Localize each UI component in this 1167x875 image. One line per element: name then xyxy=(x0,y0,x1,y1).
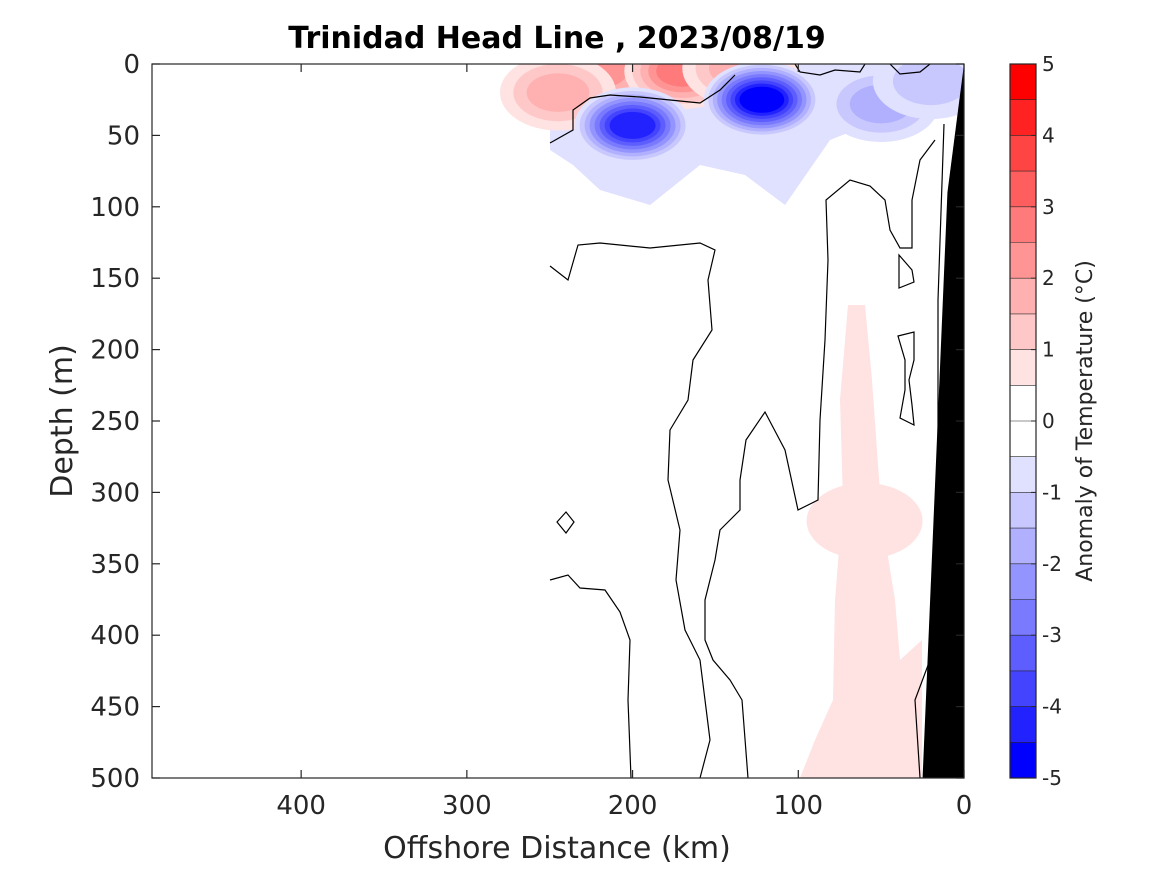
y-tick-label: 250 xyxy=(90,407,140,437)
colorbar-tick-label: 1 xyxy=(1042,338,1055,362)
colorbar-tick-label: -2 xyxy=(1042,552,1062,576)
colorbar-tick-label: 0 xyxy=(1042,409,1055,433)
colorbar-swatch xyxy=(1009,742,1037,779)
colorbar-label: Anomaly of Temperature (°C) xyxy=(1073,260,1098,582)
contour-line xyxy=(794,64,866,76)
y-tick-label: 200 xyxy=(90,336,140,366)
colorbar-tick-label: -3 xyxy=(1042,623,1062,647)
colorbar-swatch xyxy=(1009,706,1037,743)
colorbar-tick-label: 5 xyxy=(1042,52,1055,76)
seafloor-bathymetry xyxy=(922,64,964,778)
colorbar-swatch xyxy=(1009,349,1037,386)
colorbar-swatch xyxy=(1009,670,1037,707)
colorbar-swatch xyxy=(1009,385,1037,422)
anomaly-field xyxy=(500,64,964,778)
colorbar-tick-label: -1 xyxy=(1042,480,1062,504)
colorbar-tick-label: -4 xyxy=(1042,695,1062,719)
colorbar-tick-label: -5 xyxy=(1042,766,1062,790)
colorbar-swatch xyxy=(1009,313,1037,350)
anomaly-contour-fill xyxy=(892,64,964,106)
colorbar-swatch xyxy=(1009,99,1037,136)
y-tick-label: 450 xyxy=(90,693,140,723)
colorbar: 5 4 3 2 1 0 -1 -2 -3 -4 -5 xyxy=(1009,52,1062,790)
anomaly-contour-fill xyxy=(609,111,656,139)
y-axis-ticks: 0 50 100 150 200 250 300 350 400 450 500 xyxy=(90,50,964,794)
contour-line xyxy=(549,574,632,778)
contour-line xyxy=(704,139,936,778)
anomaly-contour-fill xyxy=(739,86,785,113)
x-axis-label: Offshore Distance (km) xyxy=(383,831,731,866)
x-tick-label: 300 xyxy=(442,791,492,821)
x-axis-ticks: 400 300 200 100 0 xyxy=(276,64,972,821)
y-tick-label: 400 xyxy=(90,621,140,651)
contour-line xyxy=(897,331,915,427)
x-tick-label: 100 xyxy=(773,791,823,821)
x-tick-label: 400 xyxy=(276,791,326,821)
colorbar-swatch xyxy=(1009,420,1037,457)
contour-line xyxy=(898,253,915,289)
colorbar-swatch xyxy=(1009,170,1037,208)
contour-line xyxy=(549,74,736,144)
y-tick-label: 300 xyxy=(90,478,140,508)
chart-title: Trinidad Head Line , 2023/08/19 xyxy=(288,21,825,56)
y-tick-label: 500 xyxy=(90,764,140,794)
colorbar-tick-label: 3 xyxy=(1042,195,1055,219)
colorbar-swatch xyxy=(1009,599,1037,636)
x-tick-label: 0 xyxy=(956,791,973,821)
colorbar-swatch xyxy=(1009,634,1037,672)
anomaly-contour-fill xyxy=(526,73,590,112)
colorbar-swatch xyxy=(1009,135,1037,172)
contour-line xyxy=(889,64,931,75)
y-tick-label: 0 xyxy=(123,50,140,80)
contour-line xyxy=(549,242,716,778)
plot-area xyxy=(151,63,965,779)
y-tick-label: 50 xyxy=(107,121,140,151)
colorbar-swatch xyxy=(1009,63,1037,100)
colorbar-swatch xyxy=(1009,563,1037,600)
y-tick-label: 150 xyxy=(90,264,140,294)
colorbar-tick-label: 2 xyxy=(1042,266,1055,290)
colorbar-swatch xyxy=(1009,242,1037,279)
y-tick-label: 350 xyxy=(90,550,140,580)
colorbar-swatch xyxy=(1009,492,1037,529)
x-tick-label: 200 xyxy=(608,791,658,821)
colorbar-tick-label: 4 xyxy=(1042,123,1055,147)
y-tick-label: 100 xyxy=(90,193,140,223)
colorbar-swatch xyxy=(1009,527,1037,565)
colorbar-swatch xyxy=(1009,456,1037,493)
contour-line xyxy=(556,511,575,534)
colorbar-swatch xyxy=(1009,206,1037,243)
anomaly-contour-fill xyxy=(806,482,923,559)
plot-background xyxy=(152,64,964,778)
y-axis-label: Depth (m) xyxy=(45,344,80,498)
colorbar-swatch xyxy=(1009,277,1037,315)
